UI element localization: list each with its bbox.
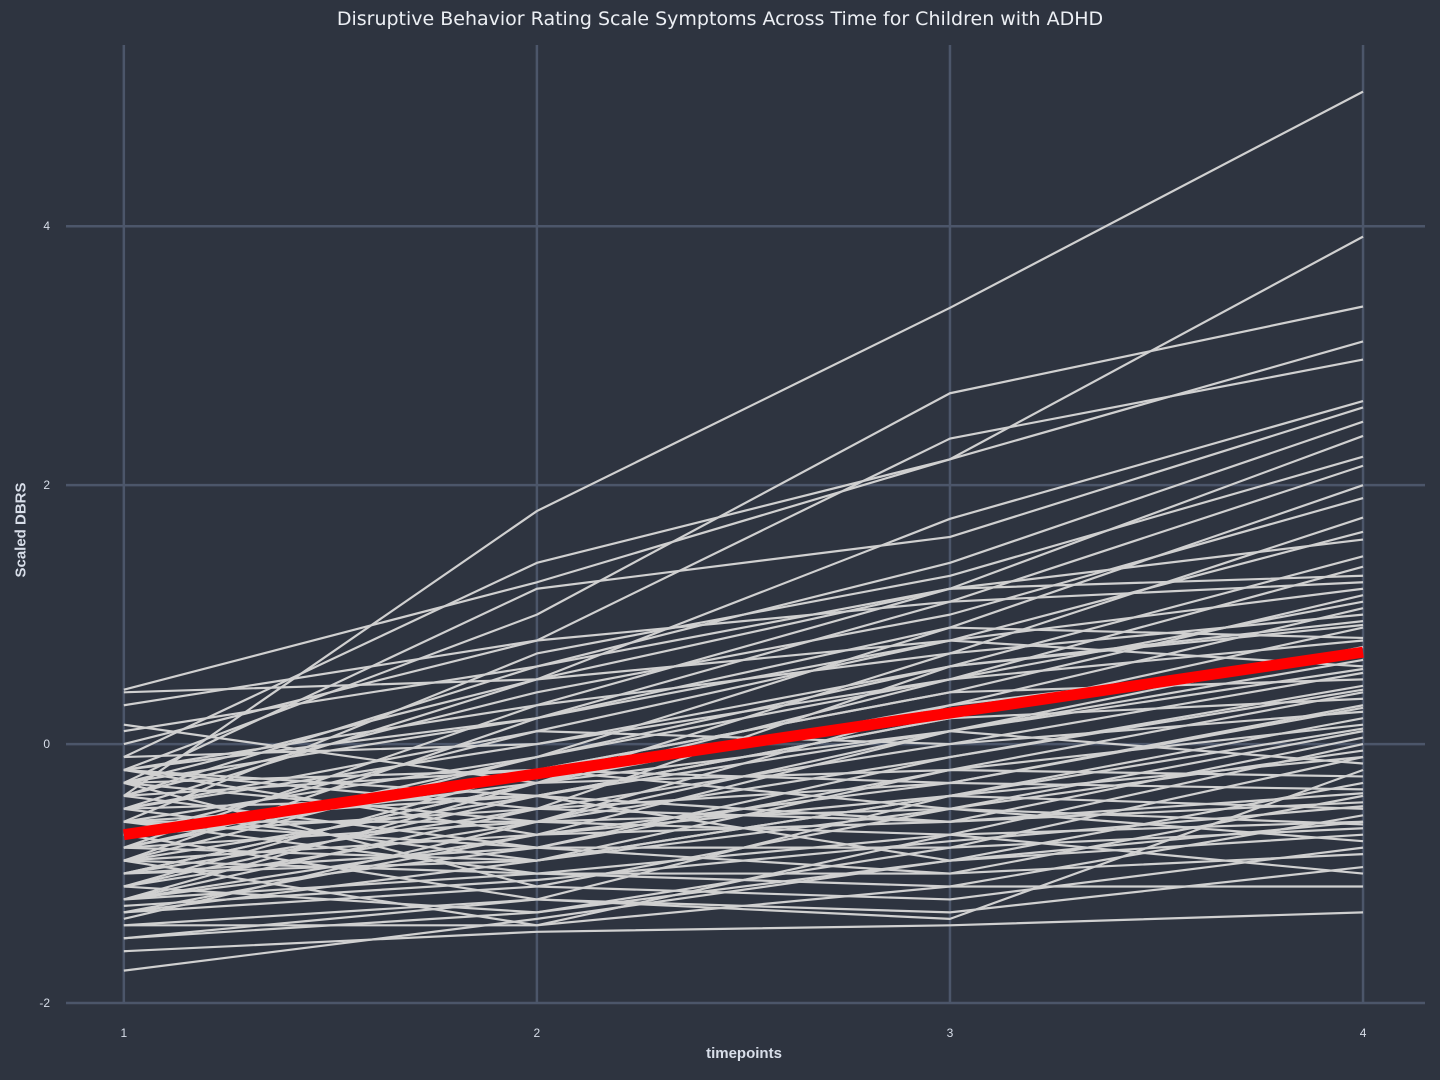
series-line	[123, 581, 1364, 746]
x-tick-label: 3	[947, 1026, 954, 1040]
series-line	[123, 792, 1364, 836]
y-tick-label: 2	[43, 478, 50, 492]
series-line	[123, 574, 1364, 797]
series-line	[123, 623, 1364, 759]
mean-line	[123, 646, 1364, 841]
series-line	[123, 710, 1364, 810]
y-tick-label: 0	[43, 737, 50, 751]
y-tick-label: -2	[39, 996, 50, 1010]
series-line	[123, 600, 1364, 901]
axis-ticks: 1 2 3 4 -2 0 2 4	[39, 219, 1366, 1040]
y-tick-label: 4	[43, 219, 50, 233]
mean-series	[123, 646, 1364, 841]
series-line	[123, 235, 1364, 691]
series-line	[123, 688, 1364, 849]
x-tick-label: 2	[534, 1026, 541, 1040]
x-axis-label: timepoints	[706, 1045, 782, 1062]
y-axis-label: Scaled DBRS	[12, 482, 30, 578]
series-line	[123, 755, 1364, 875]
series-line	[123, 872, 1364, 901]
chart-title: Disruptive Behavior Rating Scale Symptom…	[336, 8, 1104, 30]
series-line	[123, 358, 1364, 707]
series-line	[123, 805, 1364, 908]
series-line	[123, 820, 1364, 972]
series-line	[123, 865, 1364, 940]
series-line	[123, 639, 1364, 694]
series-line	[123, 497, 1364, 797]
series-line	[123, 340, 1364, 759]
x-tick-label: 4	[1360, 1026, 1367, 1040]
grid-lines	[66, 45, 1425, 1005]
series-line	[123, 90, 1364, 797]
series-line	[123, 658, 1364, 920]
series-line	[123, 768, 1364, 826]
individual-series	[123, 90, 1364, 972]
x-tick-label: 1	[120, 1026, 127, 1040]
series-line	[123, 587, 1364, 862]
series-line	[123, 305, 1364, 772]
series-line	[123, 911, 1364, 953]
series-line	[123, 743, 1364, 875]
